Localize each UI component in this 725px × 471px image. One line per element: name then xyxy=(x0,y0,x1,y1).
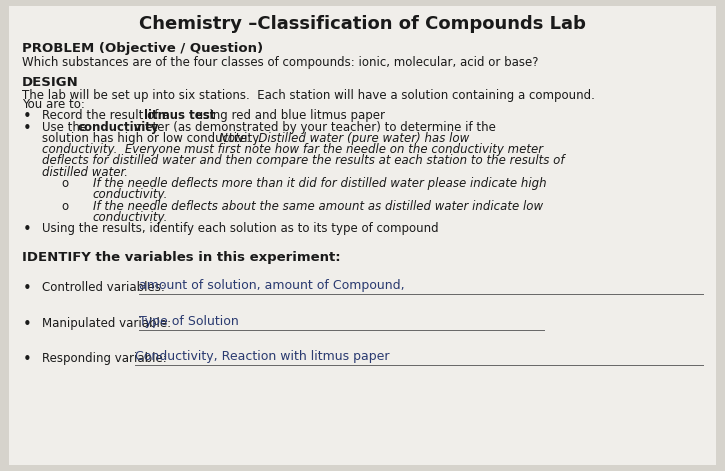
Text: Responding variable:: Responding variable: xyxy=(42,352,170,365)
Text: meter (as demonstrated by your teacher) to determine if the: meter (as demonstrated by your teacher) … xyxy=(130,121,497,134)
Text: •: • xyxy=(23,109,32,124)
FancyBboxPatch shape xyxy=(9,6,716,465)
Text: If the needle deflects about the same amount as distilled water indicate low: If the needle deflects about the same am… xyxy=(93,200,543,213)
Text: •: • xyxy=(23,317,32,332)
Text: o: o xyxy=(62,200,69,213)
Text: Which substances are of the four classes of compounds: ionic, molecular, acid or: Which substances are of the four classes… xyxy=(22,56,538,69)
Text: Type of Solution: Type of Solution xyxy=(139,315,239,328)
Text: conductivity.  Everyone must first note how far the needle on the conductivity m: conductivity. Everyone must first note h… xyxy=(42,143,543,156)
Text: o: o xyxy=(62,177,69,190)
Text: PROBLEM (Objective / Question): PROBLEM (Objective / Question) xyxy=(22,42,263,56)
Text: litmus test: litmus test xyxy=(144,109,215,122)
Text: Note:  Distilled water (pure water) has low: Note: Distilled water (pure water) has l… xyxy=(219,132,469,145)
Text: Manipulated variable:: Manipulated variable: xyxy=(42,317,175,330)
Text: conductivity.: conductivity. xyxy=(93,211,168,224)
Text: deflects for distilled water and then compare the results at each station to the: deflects for distilled water and then co… xyxy=(42,154,565,168)
Text: DESIGN: DESIGN xyxy=(22,76,78,89)
Text: Using the results, identify each solution as to its type of compound: Using the results, identify each solutio… xyxy=(42,222,439,236)
Text: If the needle deflects more than it did for distilled water please indicate high: If the needle deflects more than it did … xyxy=(93,177,547,190)
Text: Controlled variables:: Controlled variables: xyxy=(42,281,169,294)
Text: •: • xyxy=(23,352,32,367)
Text: •: • xyxy=(23,222,32,237)
Text: Conductivity, Reaction with litmus paper: Conductivity, Reaction with litmus paper xyxy=(135,350,389,363)
Text: conductivity.: conductivity. xyxy=(93,188,168,202)
Text: distilled water.: distilled water. xyxy=(42,166,128,179)
Text: amount of solution, amount of Compound,: amount of solution, amount of Compound, xyxy=(139,279,405,292)
Text: Use the: Use the xyxy=(42,121,91,134)
Text: conductivity: conductivity xyxy=(78,121,159,134)
Text: •: • xyxy=(23,121,32,136)
Text: The lab will be set up into six stations.  Each station will have a solution con: The lab will be set up into six stations… xyxy=(22,89,594,102)
Text: Chemistry –Classification of Compounds Lab: Chemistry –Classification of Compounds L… xyxy=(139,15,586,33)
Text: You are to:: You are to: xyxy=(22,98,85,111)
Text: •: • xyxy=(23,281,32,296)
Text: solution has high or low conductivity.: solution has high or low conductivity. xyxy=(42,132,269,145)
Text: IDENTIFY the variables in this experiment:: IDENTIFY the variables in this experimen… xyxy=(22,251,340,264)
Text: Record the result of a: Record the result of a xyxy=(42,109,173,122)
Text: using red and blue litmus paper: using red and blue litmus paper xyxy=(192,109,386,122)
